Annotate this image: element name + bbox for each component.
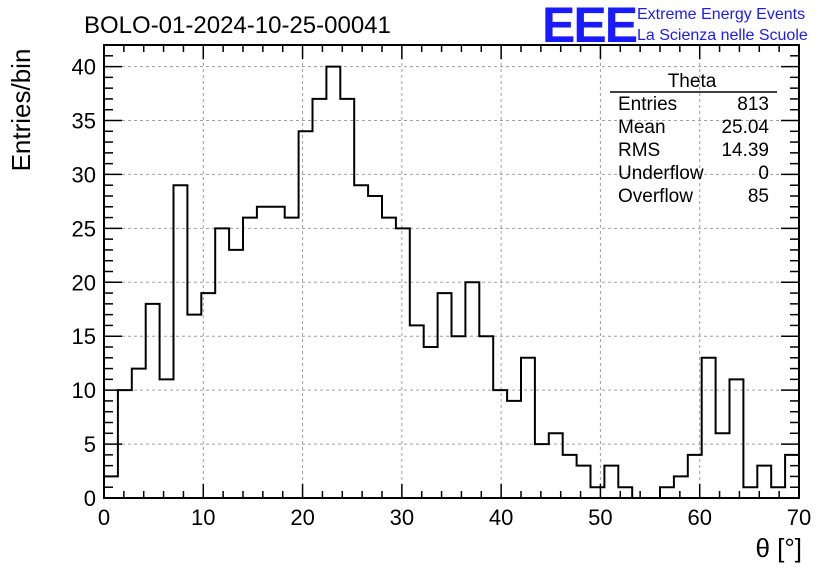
x-axis-title: θ [°]	[755, 533, 802, 563]
chart-title: BOLO-01-2024-10-25-00041	[84, 12, 391, 39]
y-tick-label: 10	[72, 378, 96, 403]
y-axis-title: Entries/bin	[6, 49, 36, 172]
x-tick-label: 50	[588, 505, 612, 530]
stats-value-underflow: 0	[758, 163, 769, 184]
x-tick-label: 60	[687, 505, 711, 530]
stats-value-entries: 813	[737, 94, 769, 115]
y-tick-labels: 0 5 10 15 20 25 30 35 40	[72, 55, 96, 511]
y-tick-label: 30	[72, 162, 96, 187]
x-tick-label: 70	[787, 505, 811, 530]
stats-value-overflow: 85	[748, 186, 769, 207]
y-tick-label: 20	[72, 270, 96, 295]
stats-label-rms: RMS	[618, 140, 660, 161]
plot-frame	[103, 44, 800, 499]
grid-lines	[104, 45, 799, 498]
x-tick-label: 30	[390, 505, 414, 530]
x-tick-label: 10	[191, 505, 215, 530]
y-tick-label: 40	[72, 55, 96, 80]
stats-label-underflow: Underflow	[618, 163, 704, 184]
x-tick-label: 0	[98, 505, 110, 530]
axis-ticks	[103, 44, 800, 499]
x-tick-labels: 0 10 20 30 40 50 60 70	[98, 505, 811, 530]
stats-name: Theta	[668, 71, 717, 92]
y-tick-label: 25	[72, 216, 96, 241]
y-tick-label: 5	[84, 432, 96, 457]
stats-label-entries: Entries	[618, 94, 677, 115]
stats-value-rms: 14.39	[721, 140, 769, 161]
stats-value-mean: 25.04	[721, 117, 769, 138]
stats-label-mean: Mean	[618, 117, 666, 138]
logo-line-2: La Scienza nelle Scuole	[637, 27, 808, 44]
eee-logo-mark: EEE	[542, 0, 637, 53]
stats-label-overflow: Overflow	[618, 186, 693, 207]
y-tick-label: 0	[84, 486, 96, 511]
y-tick-label: 15	[72, 324, 96, 349]
stats-box: Theta Entries 813 Mean 25.04 RMS 14.39 U…	[610, 71, 777, 207]
x-tick-label: 40	[489, 505, 513, 530]
y-tick-label: 35	[72, 109, 96, 134]
logo-line-1: Extreme Energy Events	[637, 6, 805, 23]
x-tick-label: 20	[290, 505, 314, 530]
histogram-step-line	[104, 65, 799, 499]
